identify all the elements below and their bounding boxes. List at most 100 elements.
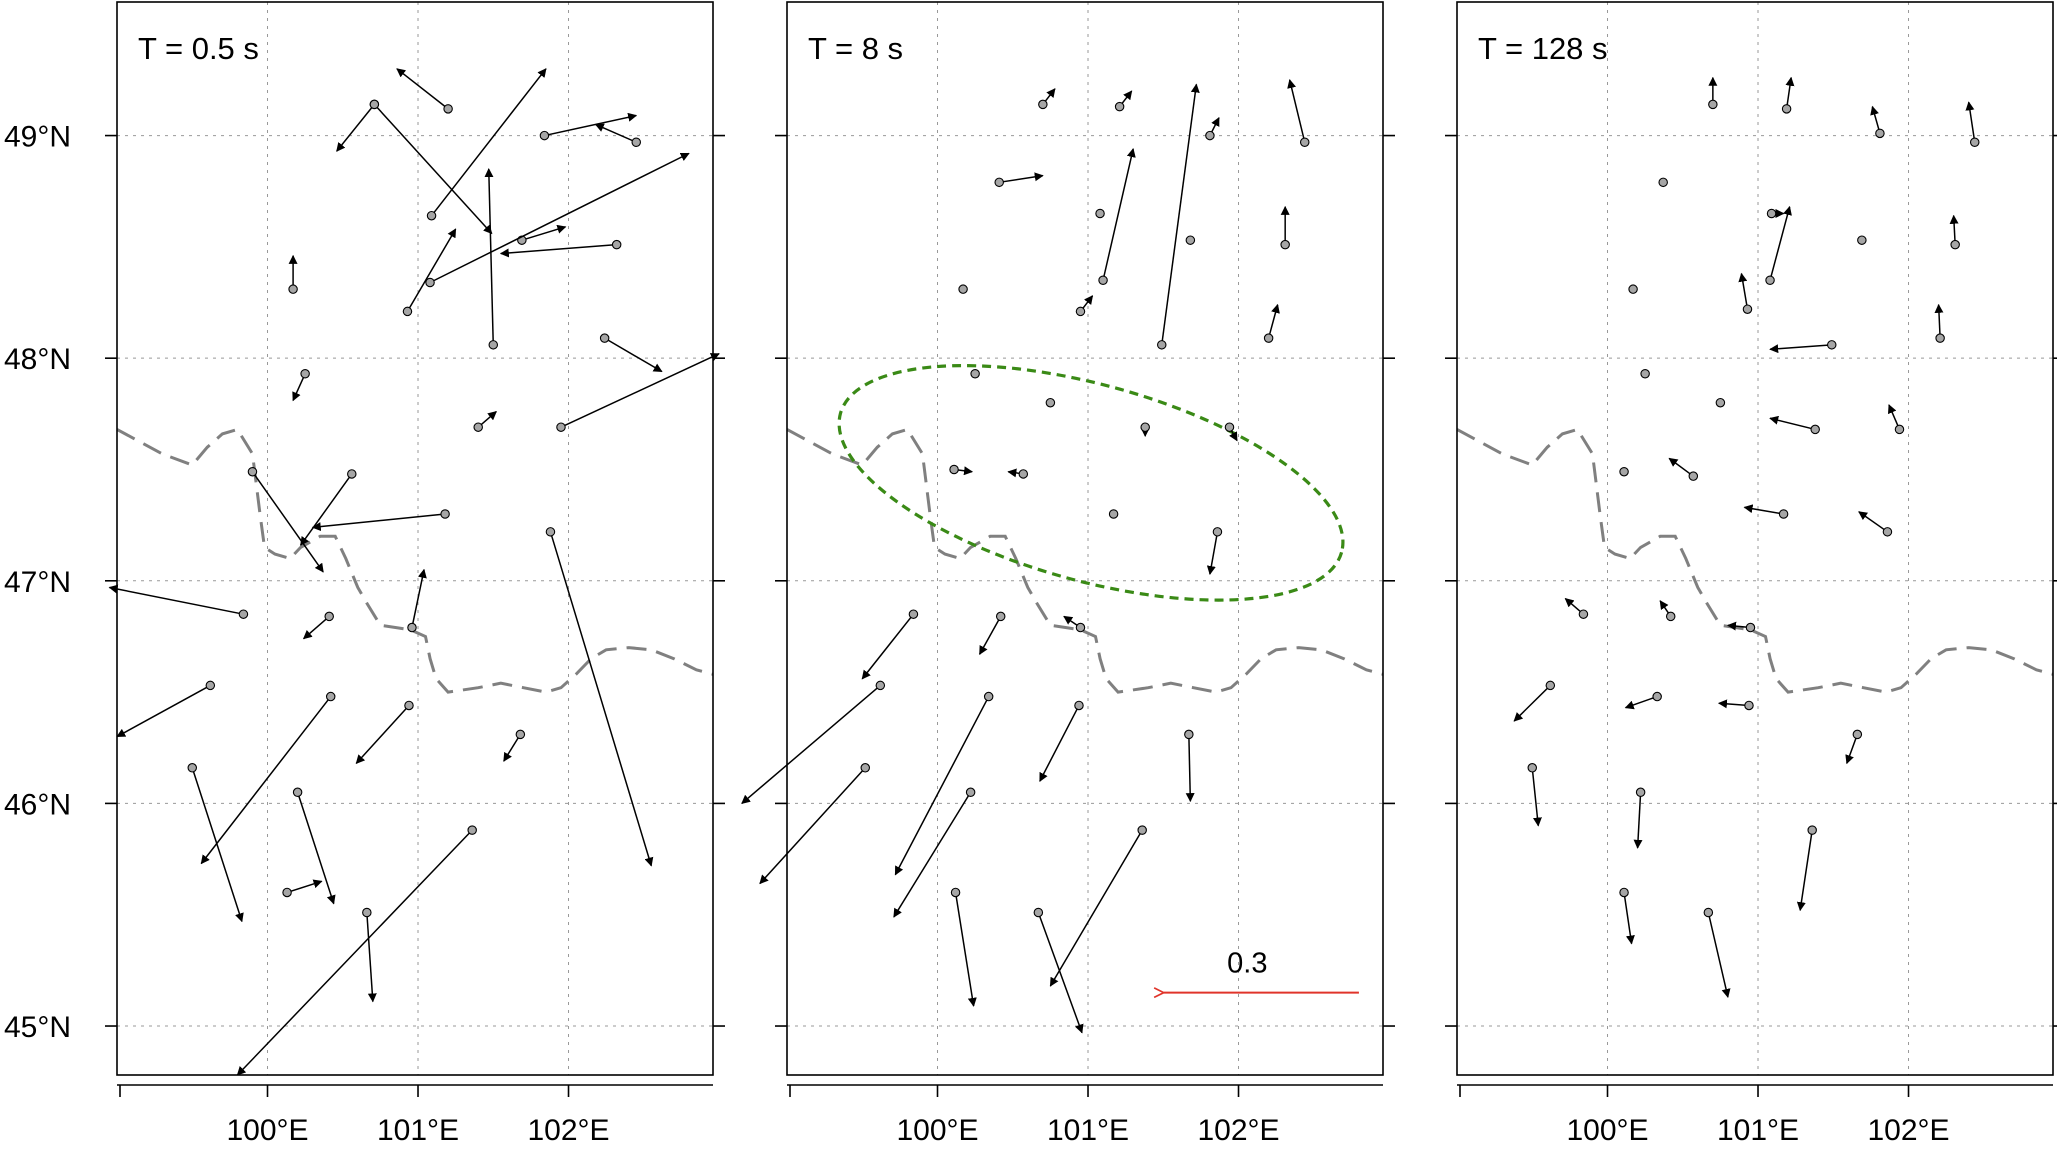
station-point (440, 509, 450, 519)
vector-arrow (429, 152, 690, 284)
station-point (1875, 128, 1885, 139)
station-point (347, 469, 357, 479)
vector-arrow (1267, 303, 1280, 339)
vector-arrow (521, 224, 567, 241)
border-line (116, 427, 714, 694)
station-point (631, 137, 641, 147)
vector-arrow (544, 112, 638, 137)
station-point (1545, 680, 1556, 691)
vector-arrow (1623, 892, 1635, 945)
vector-arrow (1039, 705, 1080, 782)
station-point (1263, 333, 1274, 343)
vector-arrow (1707, 912, 1731, 998)
vector-arrow (108, 584, 244, 615)
station-point (1114, 101, 1125, 112)
panel-0: 100°E 101°E 102°E T = 0.5 s (105, 1, 725, 1147)
x-tick-label-2: 102°E (1197, 1114, 1279, 1147)
station-point (1212, 527, 1223, 537)
station-point (1745, 622, 1756, 633)
vector-arrow (560, 353, 720, 428)
station-point (599, 333, 610, 343)
station-point (426, 210, 437, 221)
station-point (1578, 609, 1589, 619)
panel-1-boundary (786, 427, 1384, 694)
x-tick-label-0: 100°E (896, 1114, 978, 1147)
station-point (1810, 424, 1820, 435)
x-tick-label-0: 100°E (226, 1114, 308, 1147)
panel-frame (786, 1, 1384, 1076)
x-tick-label-1: 101°E (1047, 1114, 1129, 1147)
panel-1-frame: 100°E 101°E 102°E (786, 1, 1384, 1147)
station-point (1708, 99, 1718, 110)
station-point (958, 284, 968, 294)
border-line (786, 427, 1384, 694)
vector-arrow (999, 172, 1044, 184)
station-point (1766, 208, 1777, 219)
station-point (1894, 424, 1905, 435)
vector-arrow (1743, 504, 1784, 515)
x-tick-label-2: 102°E (1867, 1114, 1949, 1147)
station-point (1852, 729, 1863, 740)
station-point (1018, 469, 1029, 479)
vector-arrow (191, 767, 244, 923)
station-point (1969, 137, 1980, 147)
station-point (1299, 137, 1310, 147)
station-point (1137, 825, 1147, 835)
vector-arrow (759, 767, 866, 885)
vector-arrow (1206, 531, 1219, 576)
x-tick-label-1: 101°E (377, 1114, 459, 1147)
station-point (324, 611, 334, 622)
panel-0-frame: 100°E 101°E 102°E (116, 1, 714, 1147)
station-point (539, 130, 550, 141)
station-point (1807, 825, 1817, 835)
station-point (473, 422, 483, 432)
vector-arrow (406, 228, 457, 312)
vector-arrow (116, 684, 211, 738)
station-point (1665, 611, 1676, 622)
vector-arrow (396, 68, 449, 110)
station-point (425, 277, 435, 288)
station-point (556, 422, 566, 432)
vector-arrow (954, 892, 977, 1007)
panel-2: 100°E 101°E 102°E T = 128 s (1445, 1, 2057, 1147)
border-line (1456, 427, 2054, 694)
station-point (362, 907, 372, 918)
station-point (1628, 284, 1638, 294)
vector-arrow (1845, 734, 1859, 765)
station-point (965, 787, 976, 798)
vector-arrow (1531, 767, 1542, 827)
vector-arrow (604, 337, 663, 373)
station-point (1715, 397, 1726, 408)
station-point (1765, 275, 1775, 286)
vector-arrow (1668, 457, 1694, 477)
station-point (1688, 471, 1699, 481)
station-point (1703, 907, 1714, 918)
y-tick-label-2: 47°N (4, 566, 71, 599)
vector-arrow (366, 912, 377, 1003)
station-point (282, 887, 292, 898)
station-point (247, 466, 258, 477)
station-point (1778, 509, 1789, 519)
vector-arrow (894, 696, 990, 876)
station-point (1075, 306, 1086, 317)
vector-arrow (484, 168, 495, 345)
vector-arrow (1717, 699, 1750, 709)
station-point (860, 763, 871, 773)
vector-arrow (499, 243, 617, 258)
panel-frame (1456, 1, 2054, 1076)
panel-1-title: T = 8 s (808, 31, 903, 66)
station-point (325, 691, 336, 702)
station-point (402, 306, 413, 317)
station-point (908, 609, 919, 619)
station-point (1635, 787, 1646, 798)
station-point (1781, 104, 1792, 114)
vector-arrow (1858, 511, 1888, 533)
vector-arrow (1624, 695, 1658, 710)
station-point (611, 239, 622, 250)
vector-arrow (1633, 792, 1643, 849)
station-point (1075, 622, 1086, 633)
vector-arrow (1513, 684, 1551, 722)
vector-arrow (1769, 344, 1832, 354)
station-point (515, 729, 526, 740)
station-point (1742, 304, 1753, 314)
